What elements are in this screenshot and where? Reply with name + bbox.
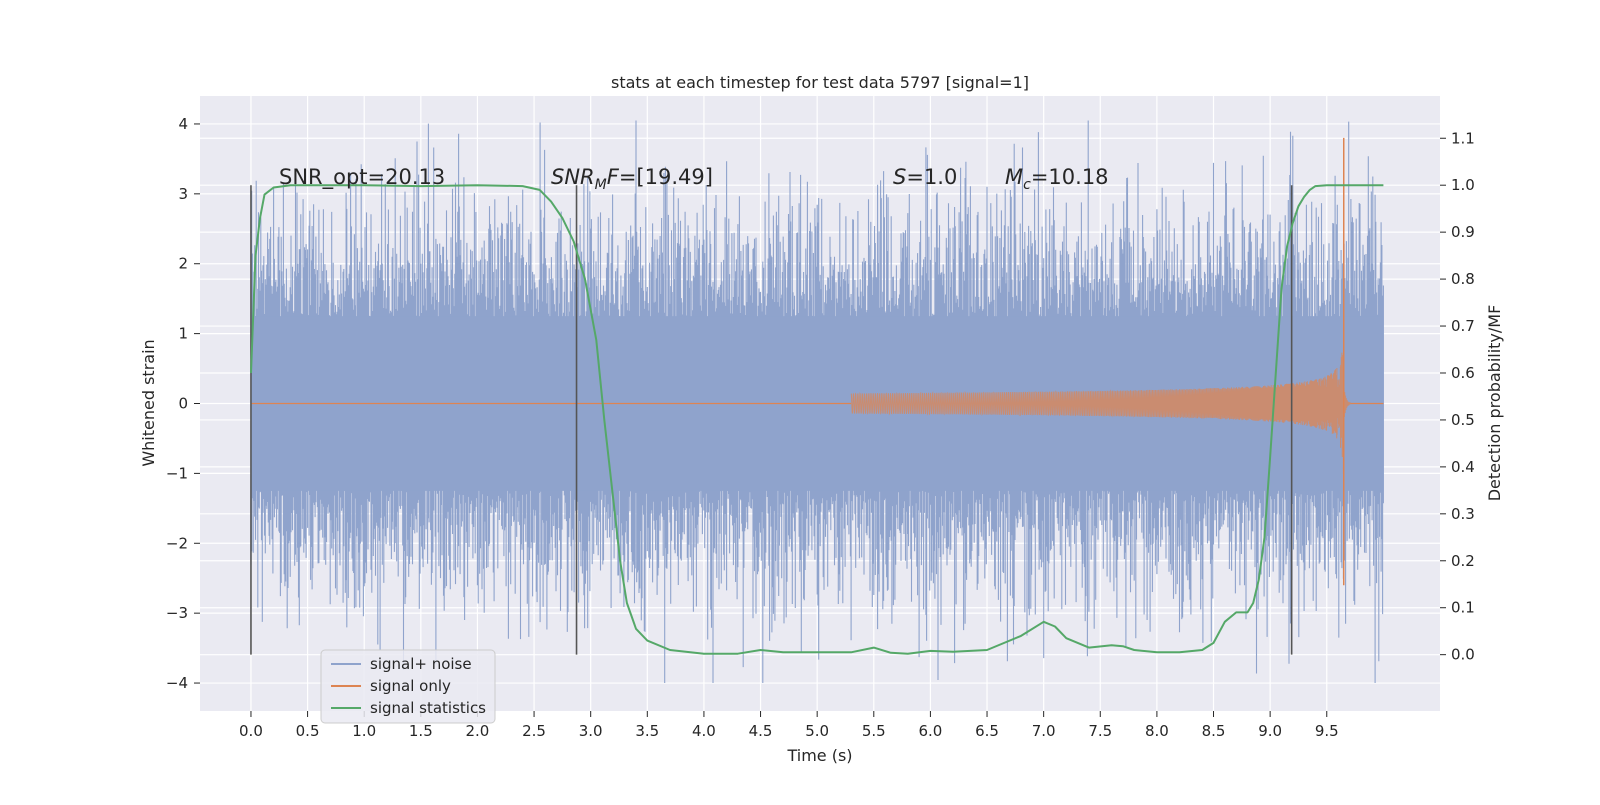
y-tick-label: 4 (178, 115, 188, 133)
mc-symbol: M (1005, 165, 1023, 189)
y-right-tick-label: 0.9 (1451, 223, 1475, 241)
x-tick-label: 7.0 (1032, 722, 1056, 740)
signal-series (250, 137, 1384, 586)
x-tick-label: 1.0 (352, 722, 376, 740)
statistics-line (250, 184, 1384, 655)
legend-label-signal-statistics: signal statistics (370, 699, 486, 717)
y-tick-label: −3 (166, 604, 188, 622)
x-tick-label: 1.5 (409, 722, 433, 740)
x-tick-label: 8.5 (1202, 722, 1226, 740)
s-annotation: S=1.0 (893, 165, 957, 189)
x-tick-label: 6.5 (975, 722, 999, 740)
snr-mf-subscript: M (595, 177, 607, 193)
statistics-series (250, 184, 1384, 655)
x-tick-label: 5.0 (805, 722, 829, 740)
x-tick-label: 7.5 (1088, 722, 1112, 740)
y-tick-label: 2 (178, 255, 188, 273)
x-tick-label: 4.5 (749, 722, 773, 740)
x-tick-label: 9.5 (1315, 722, 1339, 740)
x-axis-label: Time (s) (786, 746, 852, 765)
y-right-tick-label: 1.0 (1451, 176, 1475, 194)
x-tick-label: 3.5 (635, 722, 659, 740)
annotations: SNR_opt=20.13 SNRMF=[19.49] S=1.0 Mc=10.… (279, 165, 1109, 193)
vertical-marker-layer (250, 185, 1293, 655)
snr-mf-symbol: SNR (551, 165, 595, 189)
x-tick-label: 0.0 (239, 722, 263, 740)
y-tick-label: 1 (178, 325, 188, 343)
y-right-tick-label: 0.5 (1451, 411, 1475, 429)
tick-layer: 0.0 0.5 1.0 1.5 2.0 2.5 3.0 3.5 4.0 4.5 5.0 5.5 6.0 6… (166, 115, 1475, 740)
snr-mf-annotation: SNRMF=[19.49] (551, 165, 713, 193)
y-right-tick-label: 0.3 (1451, 505, 1475, 523)
y-right-tick-label: 0.2 (1451, 552, 1475, 570)
y-right-tick-label: 0.6 (1451, 364, 1475, 382)
x-tick-label: 6.0 (918, 722, 942, 740)
chart-title: stats at each timestep for test data 579… (611, 73, 1029, 92)
x-tick-label: 8.0 (1145, 722, 1169, 740)
y-axis-label-right: Detection probability/MF (1485, 305, 1504, 502)
x-tick-label: 9.0 (1258, 722, 1282, 740)
s-symbol: S (893, 165, 906, 189)
x-tick-label: 3.0 (579, 722, 603, 740)
mc-value: =10.18 (1031, 165, 1109, 189)
y-tick-label: −4 (166, 674, 188, 692)
y-right-tick-label: 0.1 (1451, 599, 1475, 617)
y-tick-label: −1 (166, 464, 188, 482)
snr-mf-f: F (607, 165, 620, 189)
y-tick-label: 0 (178, 395, 188, 413)
legend-label-signal-only: signal only (370, 677, 451, 695)
y-tick-label: −2 (166, 534, 188, 552)
mc-subscript: c (1023, 177, 1031, 193)
legend: signal+ noise signal only signal statist… (320, 649, 496, 724)
x-tick-label: 2.5 (522, 722, 546, 740)
x-tick-label: 0.5 (296, 722, 320, 740)
y-right-tick-label: 1.1 (1451, 129, 1475, 147)
x-tick-label: 5.5 (862, 722, 886, 740)
y-right-tick-label: 0.4 (1451, 458, 1475, 476)
y-axis-label: Whitened strain (139, 339, 158, 466)
mc-annotation: Mc=10.18 (1005, 165, 1109, 193)
signal-trace (850, 352, 1352, 474)
y-tick-label: 3 (178, 185, 188, 203)
y-right-tick-label: 0.8 (1451, 270, 1475, 288)
x-tick-label: 2.0 (466, 722, 490, 740)
legend-label-signal-noise: signal+ noise (370, 655, 472, 673)
y-right-tick-label: 0.0 (1451, 646, 1475, 664)
legend-box (320, 649, 496, 724)
snr-opt-annotation: SNR_opt=20.13 (279, 165, 445, 190)
x-tick-label: 4.0 (692, 722, 716, 740)
y-right-tick-label: 0.7 (1451, 317, 1475, 335)
s-value: =1.0 (906, 165, 957, 189)
snr-mf-value: =[19.49] (619, 165, 713, 189)
